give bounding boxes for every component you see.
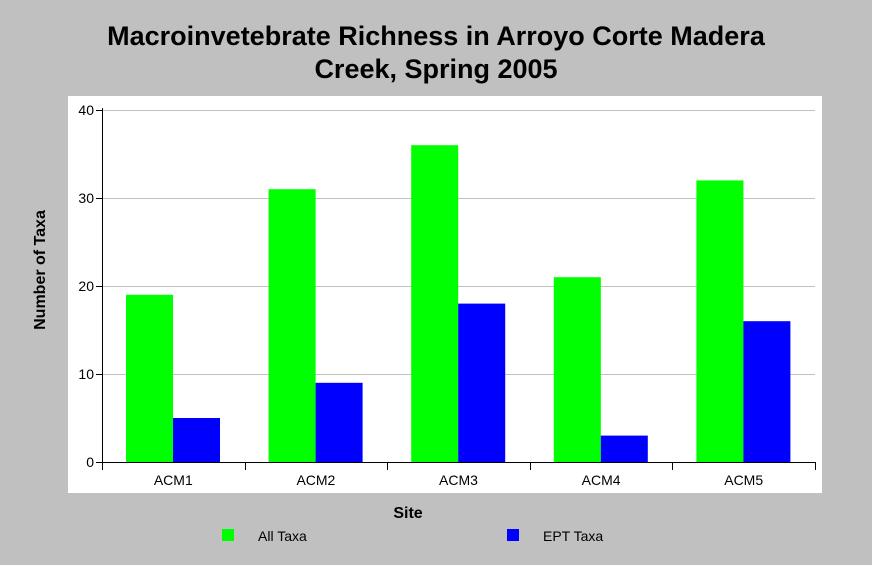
x-tick-label-acm5: ACM5: [724, 472, 763, 488]
gridlines: [102, 110, 815, 375]
bar-all-taxa-acm5: [696, 180, 744, 462]
x-tick-label-acm3: ACM3: [439, 472, 478, 488]
bars: [126, 145, 791, 462]
bar-ept-taxa-acm5: [743, 321, 791, 462]
y-tick-label-0: 0: [86, 454, 94, 470]
chart-title: Macroinvetebrate Richness in Arroyo Cort…: [0, 20, 872, 86]
legend-label-ept-taxa: EPT Taxa: [543, 528, 604, 544]
x-tick-label-acm1: ACM1: [154, 472, 193, 488]
bar-all-taxa-acm3: [411, 145, 459, 462]
bar-all-taxa-acm2: [268, 189, 316, 462]
chart-title-line-2: Creek, Spring 2005: [314, 54, 558, 84]
bar-ept-taxa-acm2: [315, 382, 363, 462]
y-tick-label-20: 20: [78, 278, 94, 294]
axes: 0 10 20 30 40 ACM1 ACM2 ACM3 ACM4 ACM5: [78, 102, 816, 488]
y-tick-label-40: 40: [78, 102, 94, 118]
x-axis-label: Site: [393, 505, 423, 522]
bar-ept-taxa-acm3: [458, 303, 506, 462]
x-tick-label-acm2: ACM2: [296, 472, 335, 488]
y-tick-label-10: 10: [78, 366, 94, 382]
legend-label-all-taxa: All Taxa: [258, 528, 307, 544]
chart-title-line-1: Macroinvetebrate Richness in Arroyo Cort…: [107, 21, 765, 51]
x-tick-label-acm4: ACM4: [582, 472, 621, 488]
bar-ept-taxa-acm1: [173, 418, 220, 462]
bar-all-taxa-acm1: [126, 294, 173, 462]
y-axis-label: Number of Taxa: [32, 210, 49, 330]
y-tick-label-30: 30: [78, 190, 94, 206]
legend-swatch-all-taxa: [222, 529, 234, 541]
bar-ept-taxa-acm4: [600, 435, 648, 462]
bar-all-taxa-acm4: [553, 277, 601, 462]
legend-swatch-ept-taxa: [507, 529, 519, 541]
